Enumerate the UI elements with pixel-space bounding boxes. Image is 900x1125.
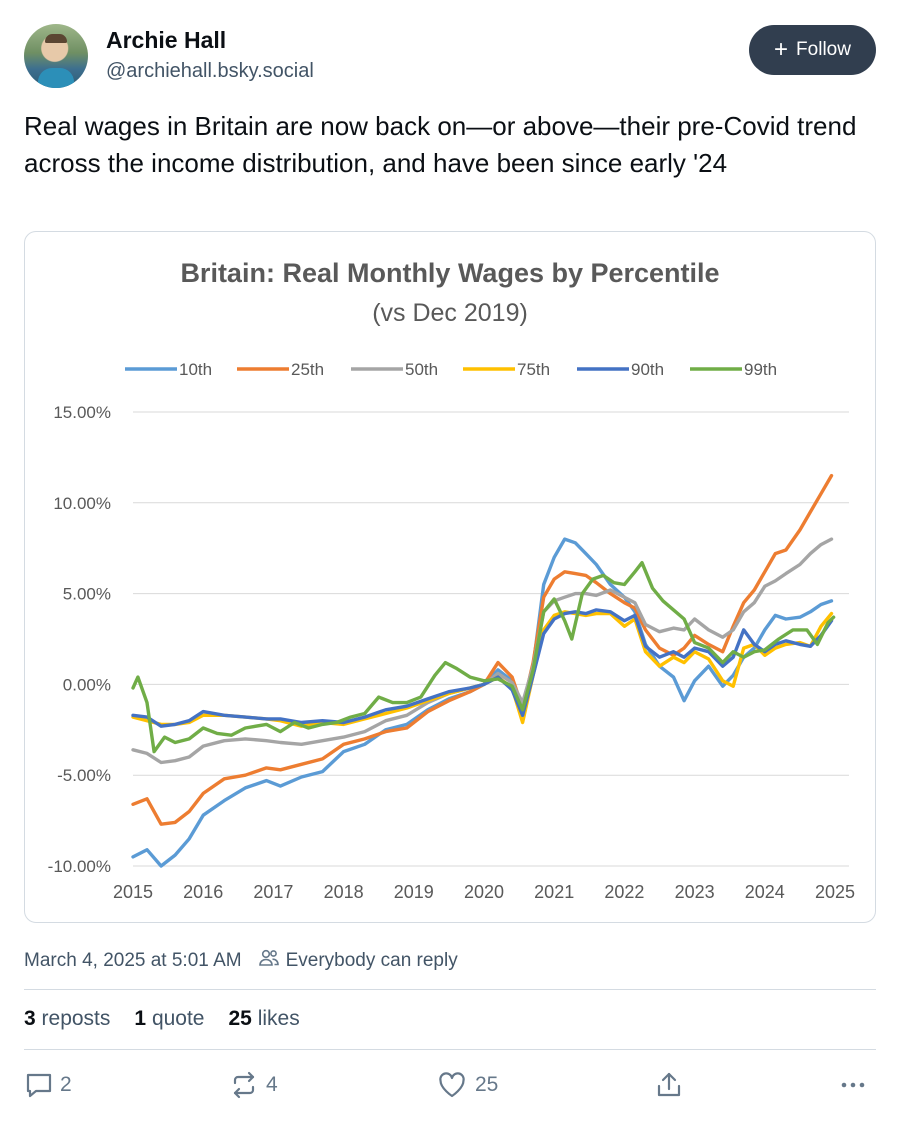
quotes-count: 1 [134, 1007, 147, 1030]
series-line-99th [131, 561, 836, 754]
plus-icon: + [774, 36, 789, 63]
x-tick-label: 2020 [464, 882, 504, 902]
y-tick-label: -10.00% [48, 857, 111, 876]
author-display-name[interactable]: Archie Hall [106, 27, 227, 53]
legend-label: 75th [517, 360, 550, 379]
y-tick-label: 15.00% [53, 403, 111, 422]
follow-button[interactable]: + Follow [749, 25, 876, 75]
y-axis-ticks: 15.00% 10.00% 5.00% 0.00% -5.00% -10.00% [48, 403, 111, 876]
series-line-25th [131, 473, 834, 826]
x-tick-label: 2015 [113, 882, 153, 902]
legend-label: 99th [744, 360, 777, 379]
repost-icon [228, 1070, 260, 1100]
series-line-50th [131, 537, 834, 765]
reply-count: 2 [60, 1073, 72, 1096]
heart-icon [437, 1070, 467, 1100]
x-tick-label: 2019 [394, 882, 434, 902]
follow-button-label: Follow [796, 39, 851, 60]
like-button[interactable]: 25 [437, 1070, 498, 1100]
post-meta: March 4, 2025 at 5:01 AM Everybody can r… [24, 948, 458, 974]
quotes-stat[interactable]: 1 quote [134, 1007, 204, 1031]
chart-title: Britain: Real Monthly Wages by Percentil… [180, 258, 719, 288]
legend-label: 50th [405, 360, 438, 379]
series-line-90th [131, 608, 834, 728]
post-timestamp[interactable]: March 4, 2025 at 5:01 AM [24, 950, 242, 971]
reposts-label: reposts [41, 1007, 111, 1030]
reply-button[interactable]: 2 [24, 1070, 72, 1100]
x-tick-label: 2016 [183, 882, 223, 902]
reposts-count: 3 [24, 1007, 36, 1030]
x-tick-label: 2022 [604, 882, 644, 902]
reply-setting: Everybody can reply [285, 950, 458, 971]
legend-label: 25th [291, 360, 324, 379]
x-tick-label: 2024 [745, 882, 785, 902]
chart-subtitle: (vs Dec 2019) [372, 299, 528, 327]
x-tick-label: 2018 [324, 882, 364, 902]
divider [24, 989, 876, 990]
likes-label: likes [257, 1007, 300, 1030]
reply-icon [24, 1070, 54, 1100]
y-tick-label: 10.00% [53, 494, 111, 513]
legend-label: 10th [179, 360, 212, 379]
share-icon [654, 1070, 684, 1100]
likes-stat[interactable]: 25 likes [229, 1007, 300, 1031]
avatar-hair [45, 34, 67, 43]
chart-legend: 10th 25th 50th 75th 90th 99th [125, 360, 777, 379]
series-line-10th [131, 537, 834, 868]
reposts-stat[interactable]: 3 reposts [24, 1007, 110, 1031]
chart-gridlines [133, 411, 849, 867]
series-line-75th [131, 610, 834, 728]
repost-count: 4 [266, 1073, 278, 1096]
y-tick-label: -5.00% [57, 766, 111, 785]
post-text: Real wages in Britain are now back on—or… [24, 111, 857, 178]
avatar[interactable] [24, 24, 88, 88]
more-options-button[interactable] [838, 1070, 868, 1100]
x-tick-label: 2017 [253, 882, 293, 902]
post-stats: 3 reposts 1 quote 25 likes [24, 1007, 300, 1031]
divider [24, 1049, 876, 1050]
like-count: 25 [475, 1073, 499, 1096]
chart-image[interactable]: Britain: Real Monthly Wages by Percentil… [24, 231, 876, 923]
x-axis-ticks: 2015 2016 2017 2018 2019 2020 2021 2022 2023 2024… [113, 882, 855, 902]
y-tick-label: 5.00% [63, 585, 111, 604]
likes-count: 25 [228, 1007, 252, 1030]
people-icon [258, 948, 280, 974]
more-icon [838, 1070, 868, 1100]
y-tick-label: 0.00% [63, 675, 111, 694]
share-button[interactable] [654, 1070, 684, 1100]
x-tick-label: 2023 [675, 882, 715, 902]
repost-button[interactable]: 4 [228, 1070, 278, 1100]
avatar-shirt [38, 68, 74, 88]
chart-series [131, 473, 836, 868]
line-chart: Britain: Real Monthly Wages by Percentil… [48, 258, 855, 902]
author-handle[interactable]: @archiehall.bsky.social [106, 60, 314, 82]
x-tick-label: 2025 [815, 882, 855, 902]
quotes-label: quote [151, 1007, 205, 1030]
legend-label: 90th [631, 360, 664, 379]
x-tick-label: 2021 [534, 882, 574, 902]
